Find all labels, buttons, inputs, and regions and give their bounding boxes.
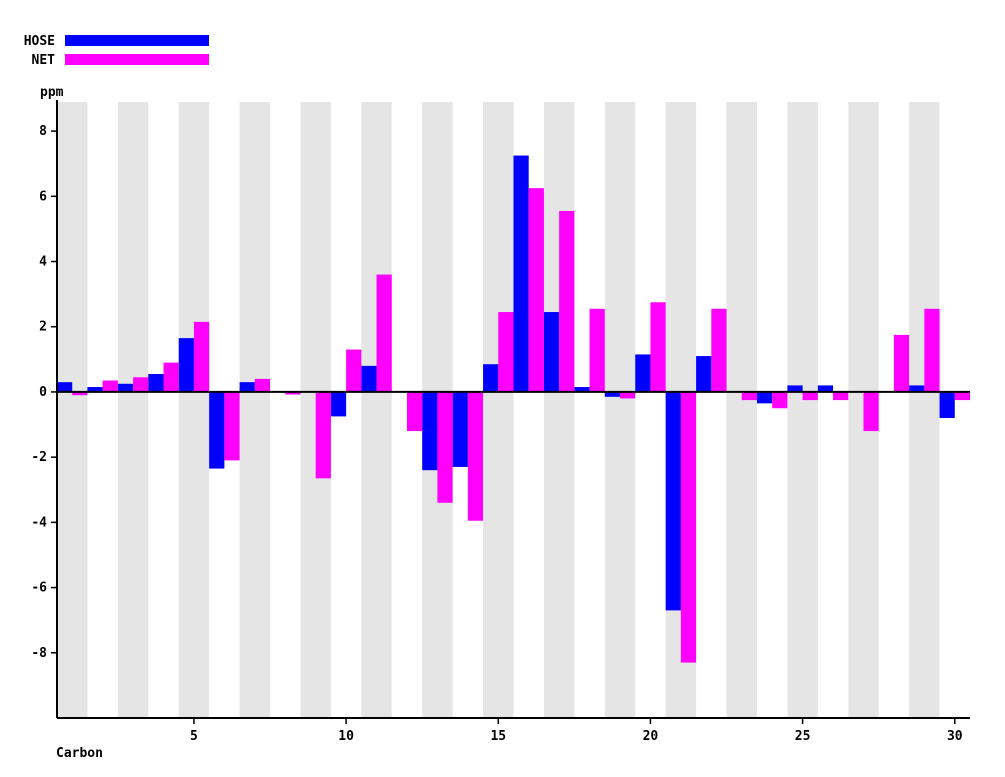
background-band [117,102,149,718]
bar [57,382,73,392]
bar [650,302,666,392]
background-band [239,102,271,718]
bar [620,391,636,399]
bar [315,391,331,479]
bar [635,354,651,392]
bar [133,377,149,392]
bar [954,391,970,401]
x-tick-label: 20 [643,729,659,744]
bar [696,356,712,392]
bar [437,391,453,503]
bar [498,312,514,392]
bar [117,383,134,392]
bar [239,382,255,392]
bar [741,391,757,401]
background-band [57,102,88,718]
bar [833,391,849,401]
y-tick-label: 4 [39,255,47,270]
bar [406,391,423,432]
background-band [483,102,514,718]
legend-swatch [65,54,209,65]
bar [604,391,621,397]
x-tick-label: 15 [490,729,506,744]
bar [589,308,605,392]
bar [802,391,818,401]
bar [422,391,438,471]
bar [87,387,103,392]
x-tick-label: 25 [795,729,811,744]
legend-label: HOSE [24,34,55,49]
bar [148,374,164,392]
bar [543,312,560,392]
bar [209,391,225,469]
x-tick-label: 30 [947,729,963,744]
bar [361,365,377,392]
y-tick-label: -4 [31,515,47,530]
x-tick-label: 10 [338,729,354,744]
bar [346,349,362,392]
y-tick-label: 0 [39,385,47,400]
bar [772,391,788,409]
bar [72,391,88,396]
bar [224,391,240,461]
bar [711,308,727,392]
background-band [604,102,636,718]
y-tick-label: -6 [31,581,47,596]
bar [665,391,681,611]
y-axis-label: ppm [40,85,64,100]
y-tick-label: -8 [31,646,47,661]
bar [787,385,803,392]
bar [924,308,940,392]
bar [483,364,499,392]
bar [254,378,271,392]
bar [467,391,484,521]
background-band [787,102,818,718]
bar [513,155,529,392]
bar [452,391,468,467]
bar [330,391,347,417]
bar [680,391,697,663]
bar [817,385,834,392]
bar [939,391,955,419]
bar [559,210,575,392]
legend-label: NET [32,53,56,68]
bar [285,391,301,395]
background-band [178,102,210,718]
background-band [909,102,940,718]
bar [909,385,925,392]
bar [756,391,773,404]
bars-group [57,155,970,663]
bar [528,188,544,392]
legend: HOSE NET [24,34,209,68]
background-band [726,102,757,718]
bar [178,338,194,392]
background-bands [57,102,940,718]
background-band [543,102,575,718]
bar [574,387,590,392]
bar [863,391,879,432]
bar [163,362,179,392]
bar [893,334,910,392]
axes-group: -8 -6 -4 -2 0 2 4 6 8 5 10 15 20 25 30 [31,100,970,744]
x-tick-label: 5 [190,729,198,744]
legend-swatch [65,35,209,46]
background-band [361,102,392,718]
bar [376,274,392,392]
y-tick-label: -2 [31,450,47,465]
y-tick-label: 8 [39,124,47,139]
y-tick-label: 6 [39,189,47,204]
bar [193,321,210,392]
y-tick-label: 2 [39,320,47,335]
x-axis-label: Carbon [56,746,103,761]
bar [102,380,118,392]
